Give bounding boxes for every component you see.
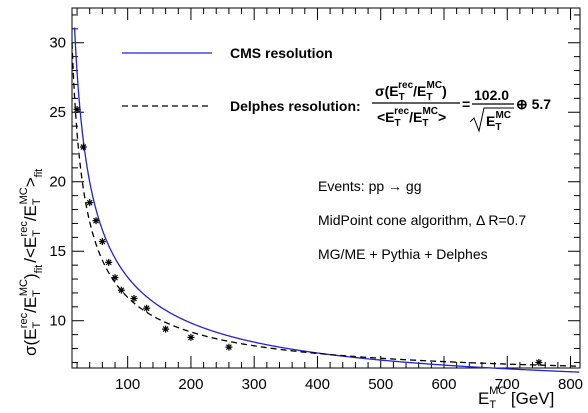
x-axis-title: ETMC [GeV]	[478, 385, 554, 411]
data-point	[98, 238, 106, 246]
svg-text:ETMC: ETMC	[486, 110, 511, 133]
x-tick-label: 800	[558, 376, 583, 393]
legend-label-cms: CMS resolution	[230, 45, 333, 61]
y-tick-label: 20	[49, 174, 66, 191]
svg-text:⊕ 5.7: ⊕ 5.7	[516, 96, 551, 112]
data-point	[92, 217, 100, 225]
x-tick-label: 700	[495, 376, 520, 393]
legend: CMS resolution Delphes resolution: σ(ETr…	[122, 45, 551, 133]
x-tick-label: 400	[305, 376, 330, 393]
data-point	[117, 286, 125, 294]
svg-text:σ(ETrec/ETMC): σ(ETrec/ETMC)	[375, 80, 447, 103]
x-tick-labels: 100 200 300 400 500 600 700 800	[115, 376, 583, 393]
y-tick-labels: 10 15 20 25 30	[49, 35, 66, 330]
y-tick-label: 25	[49, 104, 66, 121]
annotation-generator: MG/ME + Pythia + Delphes	[318, 246, 488, 262]
data-points	[73, 105, 543, 366]
data-point	[73, 105, 81, 113]
data-point	[225, 343, 233, 351]
x-tick-label: 100	[115, 376, 140, 393]
y-axis-title: σ(ETrec/ETMC)fit/<ETrec/ETMC>fit	[18, 169, 45, 356]
data-point	[535, 358, 543, 366]
svg-text:=: =	[462, 96, 470, 112]
annotation-events: Events: pp → gg	[318, 178, 422, 194]
plot-frame	[71, 7, 581, 369]
y-tick-label: 30	[49, 35, 66, 52]
y-tick-label: 15	[49, 243, 66, 260]
svg-text:<ETrec/ETMC>: <ETrec/ETMC>	[377, 106, 446, 129]
x-tick-label: 300	[242, 376, 267, 393]
legend-label-delphes: Delphes resolution:	[230, 98, 361, 114]
data-point	[143, 304, 151, 312]
svg-text:102.0: 102.0	[474, 87, 509, 103]
data-point	[111, 274, 119, 282]
y-tick-label: 10	[49, 313, 66, 330]
annotation-algorithm: MidPoint cone algorithm, Δ R=0.7	[318, 212, 526, 228]
data-point	[130, 295, 138, 303]
data-point	[79, 143, 87, 151]
curves	[71, 27, 580, 373]
x-tick-label: 600	[431, 376, 456, 393]
data-point	[105, 258, 113, 266]
x-tick-label: 500	[368, 376, 393, 393]
curve-0	[73, 27, 580, 373]
data-point	[162, 325, 170, 333]
data-point	[86, 199, 94, 207]
curve-1	[71, 42, 580, 367]
x-tick-label: 200	[178, 376, 203, 393]
resolution-formula: σ(ETrec/ETMC) <ETrec/ETMC> = 102.0 ETMC …	[372, 80, 551, 133]
data-point	[187, 333, 195, 341]
